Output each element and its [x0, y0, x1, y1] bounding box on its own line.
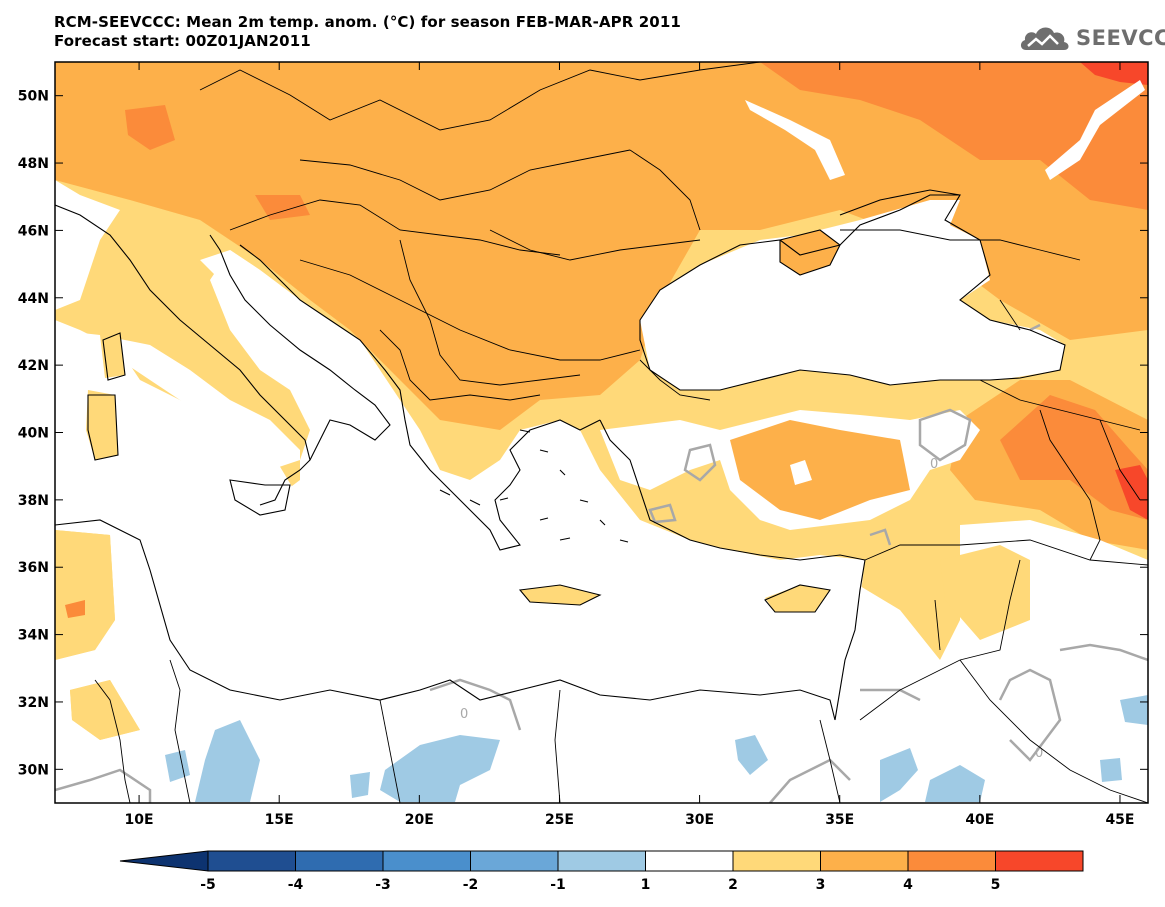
- contour-label: 0: [930, 457, 938, 472]
- title-line-1: RCM-SEEVCCC: Mean 2m temp. anom. (°C) fo…: [54, 13, 681, 31]
- coastlines: [55, 189, 1066, 721]
- lon-tick-label: 40E: [965, 812, 994, 828]
- contour-label: 0: [1035, 746, 1043, 761]
- colorbar-label: 2: [728, 877, 738, 893]
- colorbar: -5 -4 -3 -2 -1 1 2 3 4 5: [119, 850, 1084, 893]
- lon-tick-label: 25E: [545, 812, 574, 828]
- colorbar-swatch: [207, 850, 296, 872]
- colorbar-swatch: [557, 850, 646, 872]
- lat-tick-label: 48N: [18, 156, 49, 172]
- colorbar-swatch: [995, 850, 1084, 872]
- lat-tick-label: 38N: [18, 493, 49, 509]
- lat-tick-label: 42N: [18, 358, 49, 374]
- colorbar-arrow-low: [119, 850, 209, 872]
- colorbar-swatch: [382, 850, 471, 872]
- logo-text: SEEVCCC: [1076, 26, 1165, 50]
- colorbar-swatch: [820, 850, 909, 872]
- lat-tick-label: 40N: [18, 426, 49, 442]
- colorbar-label: -1: [550, 877, 566, 893]
- seevccc-logo: SEEVCCC: [1018, 22, 1165, 54]
- lat-tick-label: 50N: [18, 89, 49, 105]
- zero-contours: [55, 323, 1148, 803]
- lat-tick-label: 36N: [18, 560, 49, 576]
- colorbar-label: -4: [288, 877, 304, 893]
- colorbar-label: 5: [991, 877, 1001, 893]
- cloud-icon: [1020, 27, 1069, 50]
- lat-tick-label: 34N: [18, 628, 49, 644]
- colorbar-swatch: [295, 850, 384, 872]
- lon-tick-label: 10E: [125, 812, 154, 828]
- colorbar-label: -5: [200, 877, 216, 893]
- colorbar-swatch: [645, 850, 734, 872]
- longitude-axis: 10E 15E 20E 25E 30E 35E 40E 45E: [125, 62, 1134, 828]
- map-title: RCM-SEEVCCC: Mean 2m temp. anom. (°C) fo…: [54, 13, 681, 51]
- lon-tick-label: 30E: [685, 812, 714, 828]
- colorbar-label: 1: [641, 877, 651, 893]
- colorbar-swatch: [470, 850, 559, 872]
- lat-tick-label: 32N: [18, 695, 49, 711]
- colorbar-label: 4: [903, 877, 913, 893]
- contour-label: 0: [460, 707, 468, 722]
- contour-labels: 0 0 0: [460, 457, 1043, 761]
- colorbar-swatch: [907, 850, 996, 872]
- lat-tick-label: 44N: [18, 291, 49, 307]
- lat-tick-label: 46N: [18, 223, 49, 239]
- lon-tick-label: 20E: [405, 812, 434, 828]
- lon-tick-label: 45E: [1105, 812, 1134, 828]
- mediterranean-sea: [55, 250, 865, 700]
- colorbar-label: 3: [816, 877, 826, 893]
- black-sea: [640, 200, 1065, 390]
- lon-tick-label: 35E: [825, 812, 854, 828]
- colorbar-label: -3: [375, 877, 391, 893]
- colorbar-label: -2: [463, 877, 479, 893]
- adriatic-white: [200, 250, 395, 405]
- latitude-axis: 30N 32N 34N 36N 38N 40N 42N 44N 46N 48N 50N: [18, 89, 1148, 778]
- colorbar-swatch: [732, 850, 821, 872]
- title-line-2: Forecast start: 00Z01JAN2011: [54, 32, 311, 50]
- country-borders: [94, 62, 1148, 803]
- lat-tick-label: 30N: [18, 762, 49, 778]
- lon-tick-label: 15E: [265, 812, 294, 828]
